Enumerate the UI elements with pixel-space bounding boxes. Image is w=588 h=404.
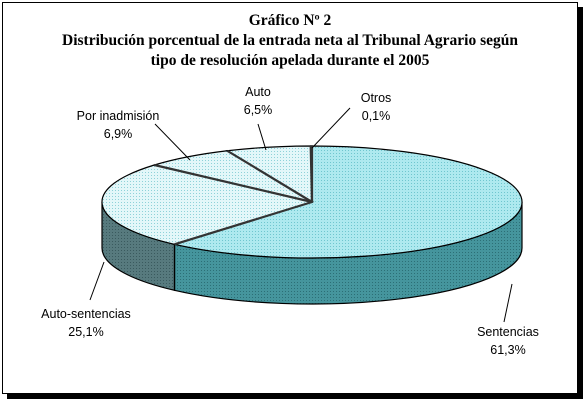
pie-radial-separator bbox=[226, 149, 313, 203]
slice-value-auto-sentencias: 25,1% bbox=[68, 325, 103, 339]
pie-radial-separator bbox=[174, 200, 313, 246]
slice-label-otros: Otros bbox=[361, 91, 392, 105]
leader-line-sentencias bbox=[503, 283, 513, 323]
leader-line-por-inadmisi-n bbox=[154, 123, 191, 161]
chart-title-line-1: Gráfico Nº 2 bbox=[248, 12, 332, 29]
slice-label-sentencias: Sentencias bbox=[477, 325, 539, 339]
pie-slice-sentencias bbox=[172, 145, 523, 259]
slice-value-por-inadmisi-n: 6,9% bbox=[104, 127, 133, 141]
slice-label-por-inadmisi-n: Por inadmisión bbox=[77, 109, 160, 123]
chart-title-line-3: tipo de resolución apelada durante el 20… bbox=[150, 52, 430, 69]
slice-value-auto: 6,5% bbox=[244, 103, 273, 117]
slice-label-auto: Auto bbox=[245, 85, 271, 99]
chart-title: Gráfico Nº 2 Distribución porcentual de … bbox=[3, 11, 577, 71]
slice-value-otros: 0,1% bbox=[362, 109, 391, 123]
leader-line-otros bbox=[311, 107, 351, 149]
pie-group bbox=[101, 145, 523, 305]
pie-radial-separator bbox=[309, 145, 314, 203]
leader-line-auto-sentencias bbox=[89, 261, 105, 301]
pie-radial-separator bbox=[154, 163, 313, 204]
label-group: Sentencias 61,3% Auto-sentencias 25,1% Por i… bbox=[41, 85, 539, 357]
chart-title-line-2: Distribución porcentual de la entrada ne… bbox=[62, 32, 518, 49]
slice-label-auto-sentencias: Auto-sentencias bbox=[41, 307, 131, 321]
pie-slice-auto-sentencias bbox=[101, 164, 315, 245]
leader-line-auto bbox=[257, 123, 267, 151]
slice-value-sentencias: 61,3% bbox=[490, 343, 525, 357]
